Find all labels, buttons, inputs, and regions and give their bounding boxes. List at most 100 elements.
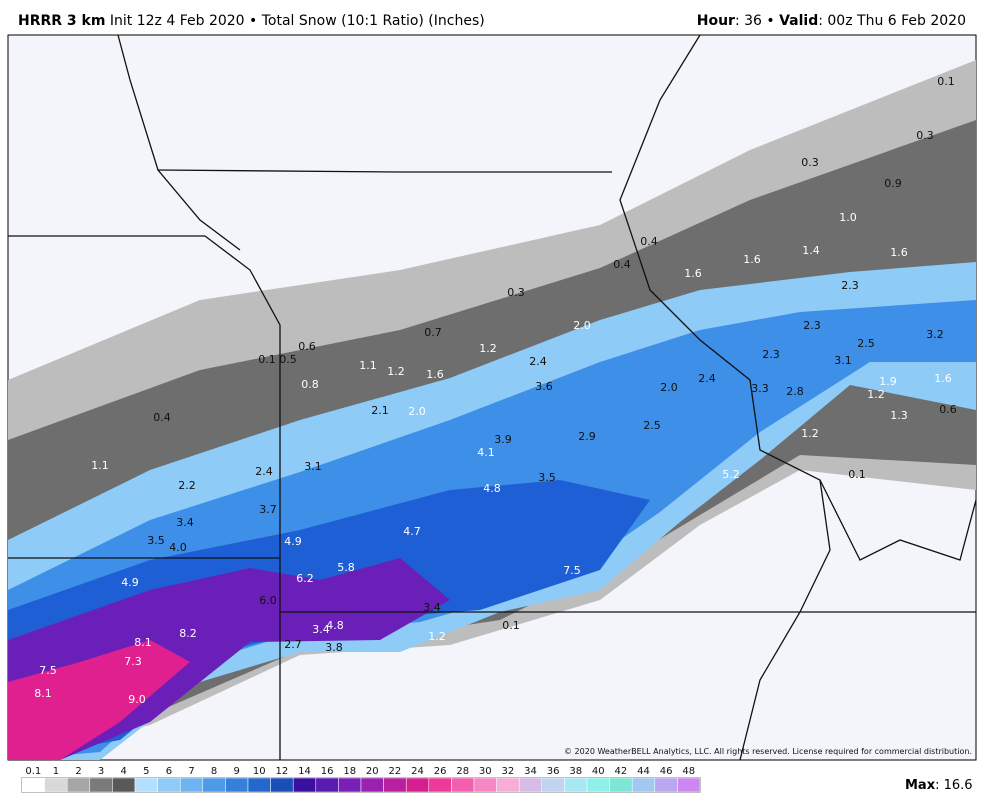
snow-label: 1.2 [479, 342, 497, 355]
snow-label: 4.1 [477, 446, 495, 459]
description: Init 12z 4 Feb 2020 • Total Snow (10:1 R… [109, 13, 485, 29]
border [157, 169, 612, 173]
legend-swatch [44, 777, 68, 793]
valid-label: Valid [779, 13, 819, 29]
legend-tick-label: 6 [166, 766, 172, 777]
snow-label: 1.2 [428, 630, 446, 643]
header-right: Hour: 36 • Valid: 00z Thu 6 Feb 2020 [697, 13, 966, 29]
snow-label: 2.0 [408, 405, 426, 418]
legend-tick-label: 5 [143, 766, 149, 777]
legend-swatch [225, 777, 249, 793]
snow-label: 8.1 [34, 687, 52, 700]
legend-tick-label: 9 [234, 766, 240, 777]
header-left: HRRR 3 km Init 12z 4 Feb 2020 • Total Sn… [18, 13, 485, 29]
legend-tick-label: 10 [253, 766, 266, 777]
state-borders [8, 34, 977, 761]
snow-label: 2.0 [660, 381, 678, 394]
hour-label: Hour [696, 13, 735, 29]
legend-swatch [496, 777, 520, 793]
snow-label: 1.4 [802, 244, 820, 257]
snow-label: 1.1 [91, 459, 109, 472]
snow-label: 0.5 [279, 353, 297, 366]
snow-label: 2.3 [803, 319, 821, 332]
snow-label: 2.5 [643, 419, 661, 432]
legend-tick-label: 22 [389, 766, 402, 777]
legend-tick-label: 36 [547, 766, 560, 777]
legend-swatch [338, 777, 362, 793]
legend-tick-label: 7 [188, 766, 194, 777]
snow-label: 1.6 [934, 372, 952, 385]
snow-label: 3.8 [325, 641, 343, 654]
legend-swatch [247, 777, 271, 793]
snow-label: 3.6 [535, 380, 553, 393]
legend-tick-label: 16 [321, 766, 334, 777]
legend-tick-label: 3 [98, 766, 104, 777]
legend-swatch [66, 777, 91, 793]
legend-tick-label: 24 [411, 766, 424, 777]
legend-swatch [315, 777, 339, 793]
snow-label: 4.8 [483, 482, 501, 495]
snow-label: 2.3 [841, 279, 859, 292]
snow-label: 4.9 [121, 576, 139, 589]
legend-swatch [451, 777, 475, 793]
snow-label: 4.9 [284, 535, 302, 548]
snow-label: 2.5 [857, 337, 875, 350]
snow-label: 4.8 [326, 619, 344, 632]
legend-tick-label: 1 [53, 766, 59, 777]
snow-label: 0.1 [848, 468, 866, 481]
border [117, 34, 241, 251]
snow-label: 3.2 [926, 328, 944, 341]
legend-swatch [21, 777, 45, 793]
snow-label: 0.1 [258, 353, 276, 366]
legend-swatch [631, 777, 656, 793]
legend-swatch [677, 777, 701, 793]
snow-label: 2.7 [284, 638, 302, 651]
snow-label: 2.8 [786, 385, 804, 398]
snow-label: 3.3 [751, 382, 769, 395]
snow-label: 5.8 [337, 561, 355, 574]
snow-label: 1.9 [879, 375, 897, 388]
legend-swatch [541, 777, 565, 793]
snow-label: 3.4 [176, 516, 194, 529]
legend-tick-label: 14 [298, 766, 311, 777]
snow-label: 0.4 [640, 235, 658, 248]
snow-label: 4.0 [169, 541, 187, 554]
band [8, 640, 190, 760]
snow-label: 0.6 [939, 403, 957, 416]
snow-label: 5.2 [722, 468, 740, 481]
legend-tick-label: 40 [592, 766, 605, 777]
legend-tick-label: 30 [479, 766, 492, 777]
legend-tick-label: 8 [211, 766, 217, 777]
legend-tick-label: 18 [343, 766, 356, 777]
hour: : 36 • [734, 13, 780, 29]
legend-swatch [292, 777, 317, 793]
legend-tick-label: 0.1 [25, 766, 41, 777]
snow-label: 0.7 [424, 326, 442, 339]
legend-swatch [202, 777, 226, 793]
legend-tick-label: 28 [456, 766, 469, 777]
snow-label: 2.9 [578, 430, 596, 443]
legend-swatch [518, 777, 543, 793]
legend-tick-label: 20 [366, 766, 379, 777]
legend-tick-label: 44 [637, 766, 650, 777]
snow-bands [8, 60, 976, 760]
snow-label: 1.6 [890, 246, 908, 259]
snow-label: 1.1 [359, 359, 377, 372]
max-text: Max: 16.6 [905, 778, 973, 793]
legend-swatch [157, 777, 181, 793]
legend-swatch [405, 777, 430, 793]
snow-label: 2.4 [698, 372, 716, 385]
snow-label: 6.0 [259, 594, 277, 607]
legend-swatch [609, 777, 633, 793]
snow-label: 4.7 [403, 525, 421, 538]
legend-tick-label: 34 [524, 766, 537, 777]
snow-label: 7.5 [39, 664, 57, 677]
snow-label: 0.8 [301, 378, 319, 391]
legend-swatch [473, 777, 497, 793]
snow-label: 2.3 [762, 348, 780, 361]
snow-label: 2.1 [371, 404, 389, 417]
snow-label: 2.0 [573, 319, 591, 332]
legend-tick-label: 46 [660, 766, 673, 777]
